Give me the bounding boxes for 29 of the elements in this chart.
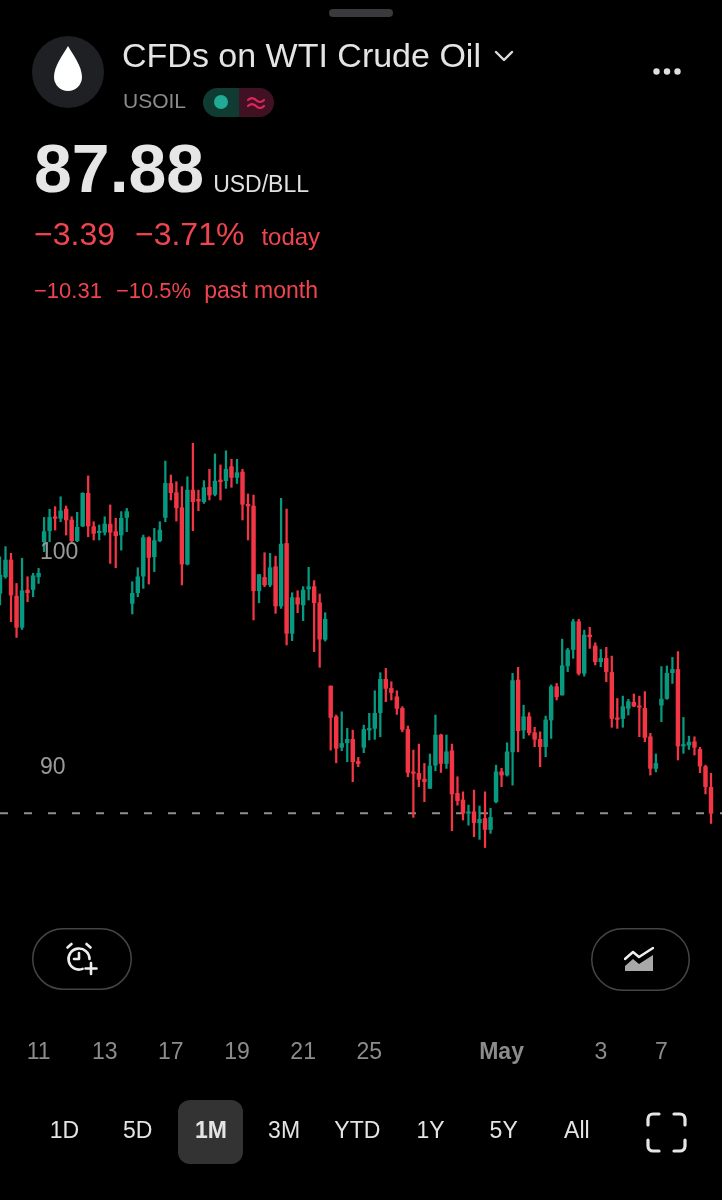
annotation: −3.71% [134,216,245,252]
x-tick-label: 19 [224,1038,250,1064]
x-tick-label: May [479,1038,525,1064]
annotation: today [261,223,321,250]
x-tick-label: 11 [26,1038,51,1064]
text: USOIL [123,88,187,112]
annotation: −10.31 [34,278,102,303]
x-tick-label: 7 [655,1038,668,1064]
annotation: 1M [194,1117,227,1143]
x-tick-label: 21 [290,1038,316,1064]
annotation: All [564,1117,590,1143]
annotation: YTD [334,1117,381,1143]
annotation: 5D [122,1117,153,1143]
annotation: 5Y [489,1117,518,1143]
text: CFDs on WTI Crude Oil [122,36,481,74]
annotation: −10.5% [115,278,192,303]
annotation: 87.88 [34,130,205,206]
x-tick-label: 3 [594,1038,608,1064]
x-tick-label: 17 [158,1038,184,1064]
x-tick-label: 13 [91,1038,118,1064]
x-tick-label: 25 [356,1038,383,1064]
annotation: 1D [49,1117,80,1143]
y-tick-label: 90 [40,753,66,780]
y-tick-label: 100 [40,538,79,565]
annotation: past month [204,277,318,303]
annotation: 3M [268,1117,301,1143]
annotation: 1Y [416,1117,445,1143]
annotation: −3.39 [34,216,115,252]
annotation: USD/BLL [213,171,310,197]
